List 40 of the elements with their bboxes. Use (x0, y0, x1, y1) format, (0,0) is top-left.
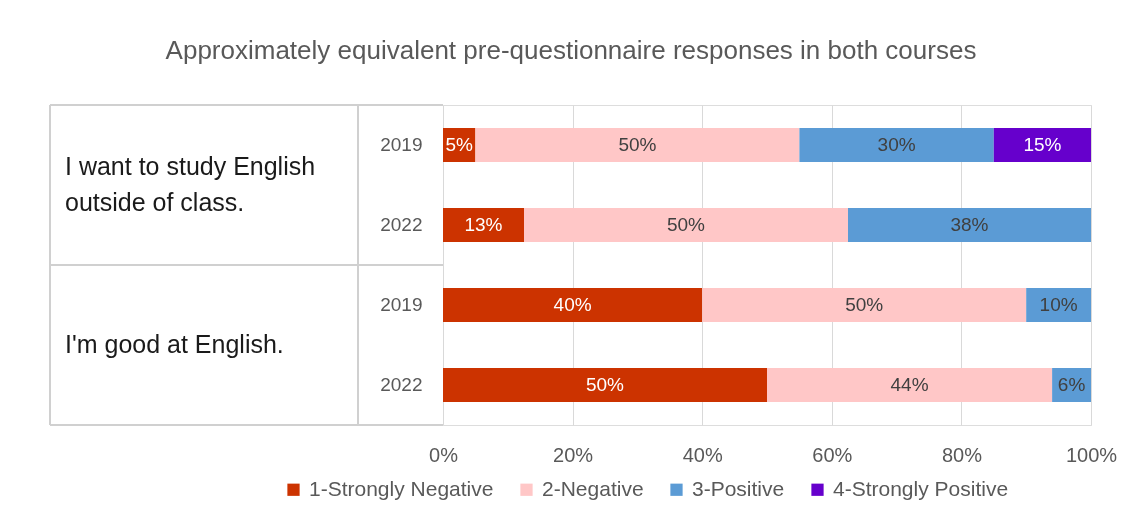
bar (848, 208, 1091, 242)
legend-label: 3-Positive (692, 476, 785, 500)
bar (443, 288, 703, 322)
data-label: 15% (1023, 134, 1062, 155)
chart-title: Approximately equivalent pre-questionnaire responses in both courses (165, 35, 977, 65)
data-label: 30% (877, 134, 916, 155)
x-tick-label: 60% (812, 443, 853, 466)
x-tick-label: 100% (1065, 443, 1118, 466)
bar (993, 128, 1091, 162)
y-tick-label: 2022 (380, 214, 423, 235)
bar (767, 368, 1053, 402)
data-label: 40% (553, 294, 592, 315)
data-label: 10% (1039, 294, 1078, 315)
bar (702, 288, 1027, 322)
data-label: 5% (445, 134, 474, 155)
data-label: 13% (464, 214, 503, 235)
x-tick-label: 0% (429, 443, 459, 466)
data-label: 50% (845, 294, 884, 315)
x-tick-label: 20% (553, 443, 594, 466)
y-tick-label: 2019 (380, 134, 423, 155)
bar (799, 128, 994, 162)
legend-label: 4-Strongly Positive (833, 476, 1009, 500)
text: I want to study English outside of class. (65, 152, 316, 216)
bar (443, 368, 767, 402)
bar (443, 208, 524, 242)
data-label: 44% (890, 374, 929, 395)
data-label: 50% (585, 374, 625, 395)
x-tick-label: 40% (682, 443, 723, 466)
legend-label: 1-Strongly Negative (309, 476, 494, 500)
data-label: 6% (1057, 374, 1086, 395)
y-tick-label: 2019 (380, 294, 423, 315)
data-label: 50% (666, 214, 706, 235)
bar (475, 128, 800, 162)
text: I'm good at English. (65, 330, 284, 358)
bar (524, 208, 848, 242)
x-tick-label: 80% (941, 443, 983, 466)
y-tick-label: 2022 (380, 374, 423, 395)
data-label: 38% (950, 214, 989, 235)
legend-label: 2-Negative (542, 476, 644, 500)
data-label: 50% (618, 134, 657, 155)
